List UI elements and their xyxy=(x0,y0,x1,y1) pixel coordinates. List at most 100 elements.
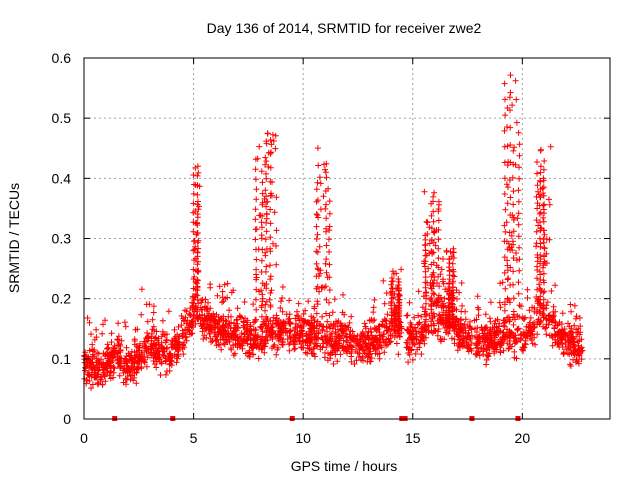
data-point xyxy=(101,372,108,379)
data-point xyxy=(175,351,181,358)
data-point xyxy=(130,377,137,384)
data-point xyxy=(396,318,403,325)
data-point xyxy=(227,332,234,339)
data-point xyxy=(535,188,541,195)
data-point xyxy=(408,321,415,328)
data-point xyxy=(263,193,270,200)
data-point xyxy=(431,277,438,284)
data-point xyxy=(329,350,336,356)
data-point xyxy=(347,334,354,341)
data-point xyxy=(263,219,270,226)
data-point xyxy=(507,334,514,341)
data-point xyxy=(153,328,160,335)
data-point xyxy=(168,358,175,365)
data-point xyxy=(255,355,262,362)
data-point xyxy=(194,182,201,189)
data-point xyxy=(571,343,578,350)
data-point xyxy=(337,351,344,358)
data-point xyxy=(383,336,390,343)
data-point xyxy=(425,265,432,272)
data-point xyxy=(560,350,567,357)
data-point xyxy=(504,105,511,111)
axis-ticks xyxy=(83,57,610,420)
data-point xyxy=(309,350,316,357)
data-point xyxy=(259,246,266,253)
data-point xyxy=(116,355,123,361)
data-point xyxy=(149,326,156,333)
data-point xyxy=(475,348,482,355)
data-point xyxy=(267,262,273,269)
data-point xyxy=(269,131,276,138)
data-point xyxy=(323,174,330,181)
data-point xyxy=(162,339,169,346)
data-point xyxy=(259,201,266,208)
data-point xyxy=(169,344,176,351)
data-point xyxy=(466,323,473,330)
data-point xyxy=(510,321,517,328)
data-point xyxy=(322,283,329,290)
data-point xyxy=(430,208,437,215)
data-point xyxy=(499,279,506,286)
data-point xyxy=(537,243,544,250)
data-point xyxy=(294,308,300,315)
data-point xyxy=(323,228,329,235)
data-point xyxy=(435,226,442,233)
data-point xyxy=(305,298,312,305)
data-point xyxy=(180,351,187,358)
data-point xyxy=(144,354,151,361)
data-point xyxy=(504,276,511,283)
data-point xyxy=(270,240,276,247)
data-point xyxy=(157,372,164,378)
data-point xyxy=(252,206,259,213)
data-point xyxy=(375,323,382,330)
data-point xyxy=(436,311,443,318)
data-point xyxy=(428,212,435,219)
data-point xyxy=(358,344,365,351)
data-point xyxy=(195,169,202,176)
data-point xyxy=(94,367,101,374)
data-point xyxy=(192,243,199,250)
data-point xyxy=(518,303,524,310)
data-point xyxy=(516,313,523,320)
data-point xyxy=(310,314,317,321)
data-point xyxy=(546,332,553,339)
grid-lines xyxy=(84,58,610,419)
data-point xyxy=(534,331,541,338)
data-point xyxy=(263,298,270,305)
data-point xyxy=(149,316,156,323)
data-point xyxy=(258,257,265,264)
data-point xyxy=(534,170,540,177)
data-point xyxy=(521,340,528,347)
data-point xyxy=(258,302,265,309)
data-point xyxy=(533,228,540,235)
data-point xyxy=(139,342,146,349)
y-tick-label: 0.4 xyxy=(52,170,72,186)
data-point xyxy=(313,211,320,218)
data-point xyxy=(445,330,452,337)
data-point xyxy=(393,340,400,347)
data-point xyxy=(263,203,270,210)
data-point xyxy=(120,379,127,386)
data-point xyxy=(322,205,329,212)
data-point xyxy=(487,299,494,306)
data-point xyxy=(516,152,523,159)
data-point xyxy=(493,341,500,348)
data-point xyxy=(213,336,220,343)
data-point xyxy=(389,268,396,275)
data-point xyxy=(476,352,483,359)
data-point xyxy=(279,295,286,301)
data-point xyxy=(383,327,390,334)
data-point xyxy=(534,205,541,212)
data-point xyxy=(253,306,260,313)
data-point xyxy=(515,325,522,332)
data-point xyxy=(465,348,472,355)
data-point xyxy=(510,335,517,342)
data-point xyxy=(193,291,200,298)
data-point xyxy=(514,326,521,333)
data-point xyxy=(535,222,542,229)
data-point xyxy=(306,345,313,352)
data-point xyxy=(436,283,443,290)
data-point xyxy=(326,337,333,344)
data-point xyxy=(275,335,282,342)
